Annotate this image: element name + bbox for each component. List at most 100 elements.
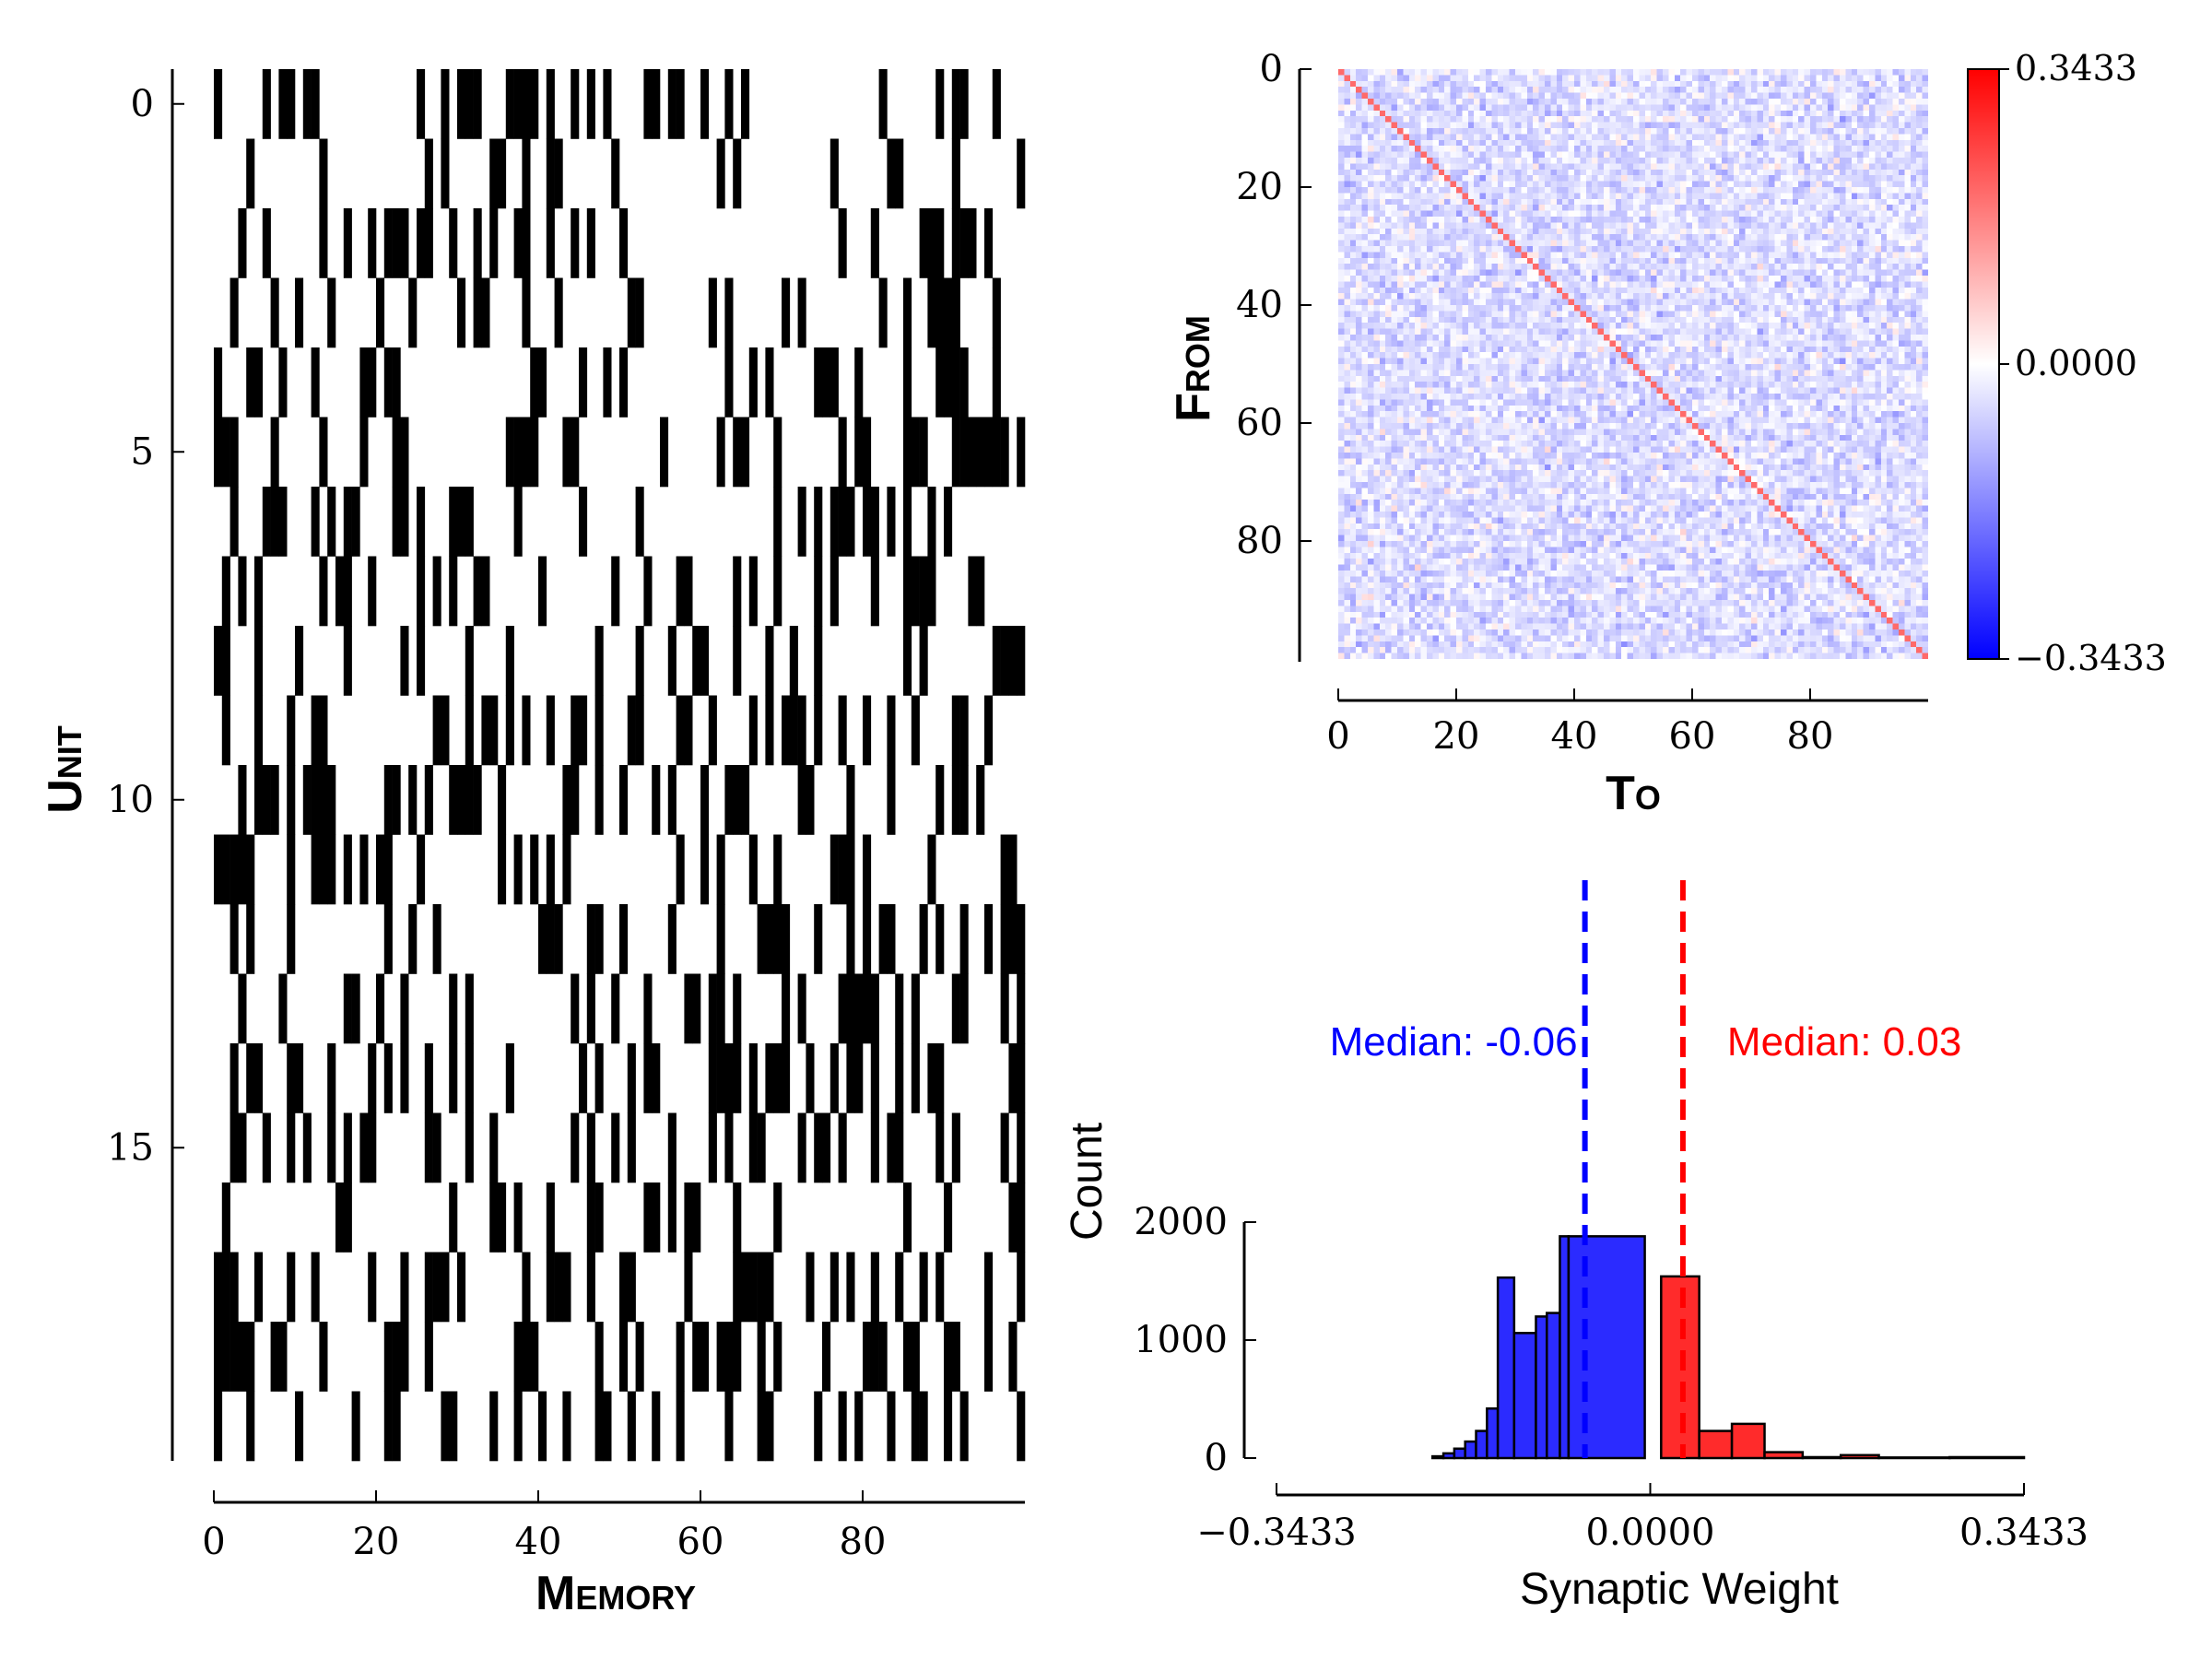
raster-cell xyxy=(959,347,969,418)
raster-cell xyxy=(724,277,734,348)
raster-cell xyxy=(278,347,288,418)
raster-cell xyxy=(652,765,661,835)
raster-cell xyxy=(594,1182,604,1253)
raster-cell xyxy=(513,1322,523,1392)
histogram-bar-positive xyxy=(1948,1455,2026,1460)
raster-cell xyxy=(724,69,734,139)
raster-cell xyxy=(383,347,393,418)
raster-cell xyxy=(441,69,450,139)
raster-cell xyxy=(676,1322,685,1392)
raster-x-tick-label: 60 xyxy=(677,1521,724,1563)
raster-cell xyxy=(214,347,223,418)
raster-cell xyxy=(944,1182,953,1253)
raster-cell xyxy=(562,417,571,488)
raster-cell xyxy=(724,1322,734,1392)
raster-cell xyxy=(383,1322,393,1392)
raster-cell xyxy=(748,1112,758,1183)
raster-cell xyxy=(822,347,831,418)
raster-cell xyxy=(652,1391,661,1462)
raster-cell xyxy=(270,277,279,348)
raster-cell xyxy=(270,765,279,835)
histogram-median-lines: Median: -0.06 Median: 0.03 xyxy=(1330,880,1961,1458)
hist-y-tick-label: 1000 xyxy=(1134,1319,1228,1361)
raster-cell xyxy=(619,347,629,418)
raster-cell xyxy=(619,1322,629,1392)
raster-cell xyxy=(368,1112,377,1183)
raster-cell xyxy=(513,487,523,557)
raster-cell xyxy=(594,626,604,696)
raster-cell xyxy=(935,69,945,139)
raster-cell xyxy=(716,1322,725,1392)
raster-cell xyxy=(765,626,774,696)
raster-cell xyxy=(1017,1112,1026,1183)
raster-cell xyxy=(830,347,839,418)
raster-cell xyxy=(417,487,426,557)
raster-cell xyxy=(667,1182,677,1253)
raster-cell xyxy=(959,765,969,835)
raster-cell xyxy=(765,1391,774,1462)
raster-cell xyxy=(432,695,441,766)
raster-cell xyxy=(481,556,490,627)
raster-cell xyxy=(611,1112,620,1183)
raster-cell xyxy=(571,765,580,835)
raster-cell xyxy=(530,417,539,488)
raster-cell xyxy=(830,1252,839,1323)
weight-matrix-panel: 0 20 40 60 80 0 20 40 60 80 To From 0.3433 0.000… xyxy=(1167,48,2167,820)
raster-cell xyxy=(814,626,823,696)
raster-cell xyxy=(838,834,847,905)
raster-cell xyxy=(951,765,960,835)
raster-cell xyxy=(538,556,547,627)
raster-cell xyxy=(870,1043,879,1113)
histogram-bar-positive xyxy=(1763,1451,1805,1460)
raster-cell xyxy=(959,904,969,974)
raster-cell xyxy=(376,834,385,905)
raster-cell xyxy=(498,834,507,905)
raster-cell xyxy=(676,556,685,627)
raster-cell xyxy=(311,695,320,766)
raster-cell xyxy=(538,1391,547,1462)
raster-cell xyxy=(667,626,677,696)
raster-cell xyxy=(221,417,230,488)
raster-cell xyxy=(392,1322,401,1392)
raster-cell xyxy=(863,695,872,766)
raster-cell xyxy=(854,1043,864,1113)
raster-cell xyxy=(959,1391,969,1462)
raster-cell xyxy=(976,556,985,627)
raster-cell xyxy=(814,695,823,766)
raster-cell xyxy=(935,277,945,348)
raster-cell xyxy=(238,834,247,905)
hist-x-tick-label: 0.3433 xyxy=(1959,1512,2088,1554)
raster-cell xyxy=(846,973,855,1044)
raster-cell xyxy=(716,904,725,974)
raster-cell xyxy=(594,1043,604,1113)
raster-cell xyxy=(278,69,288,139)
raster-cell xyxy=(586,1182,595,1253)
raster-cell xyxy=(522,1322,531,1392)
raster-cell xyxy=(676,695,685,766)
raster-cell xyxy=(814,347,823,418)
raster-cell xyxy=(667,904,677,974)
raster-cell xyxy=(887,138,896,209)
raster-cell xyxy=(838,973,847,1044)
raster-x-tick-label: 40 xyxy=(515,1521,562,1563)
raster-cell xyxy=(733,973,742,1044)
raster-cell xyxy=(229,1043,239,1113)
hist-x-tick-label: −0.3433 xyxy=(1196,1512,1356,1554)
raster-cell xyxy=(716,138,725,209)
raster-cell xyxy=(465,69,474,139)
raster-cell xyxy=(951,138,960,209)
raster-cell xyxy=(748,695,758,766)
raster-cell xyxy=(635,277,644,348)
raster-cell xyxy=(627,1112,636,1183)
raster-cell xyxy=(465,695,474,766)
raster-cell xyxy=(903,277,912,348)
raster-cell xyxy=(935,904,945,974)
raster-cell xyxy=(221,834,230,905)
raster-cell xyxy=(229,904,239,974)
raster-y-tick-label: 0 xyxy=(131,83,154,125)
raster-cell xyxy=(627,1252,636,1323)
raster-cell xyxy=(368,347,377,418)
raster-cell xyxy=(741,765,750,835)
raster-cell xyxy=(911,1322,920,1392)
raster-cell xyxy=(716,417,725,488)
